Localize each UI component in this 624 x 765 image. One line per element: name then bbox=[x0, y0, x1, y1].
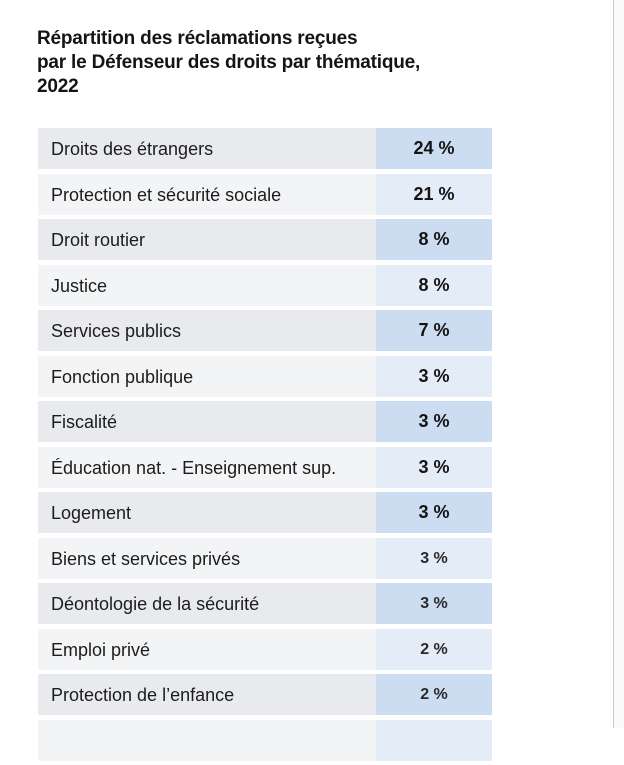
table-row: Biens et services privés 3 % bbox=[38, 537, 492, 579]
table-row-partial bbox=[38, 719, 492, 761]
table-row: Droit routier 8 % bbox=[38, 219, 492, 260]
row-label: Droit routier bbox=[38, 219, 376, 260]
row-label: Éducation nat. - Enseignement sup. bbox=[38, 446, 376, 488]
title-line-3: 2022 bbox=[37, 76, 79, 97]
row-value: 3 % bbox=[376, 355, 492, 397]
table-row: Fonction publique 3 % bbox=[38, 355, 492, 397]
row-value: 3 % bbox=[376, 492, 492, 533]
row-label: Protection de l’enfance bbox=[38, 674, 376, 715]
complaints-table: Droits des étrangers 24 % Protection et … bbox=[38, 128, 492, 765]
row-label-partial bbox=[38, 719, 376, 761]
title-line-2: par le Défenseur des droits par thématiq… bbox=[37, 52, 421, 73]
row-value: 2 % bbox=[376, 628, 492, 670]
row-label: Fonction publique bbox=[38, 355, 376, 397]
table-row: Emploi privé 2 % bbox=[38, 628, 492, 670]
table-row: Protection et sécurité sociale 21 % bbox=[38, 173, 492, 215]
table-row: Éducation nat. - Enseignement sup. 3 % bbox=[38, 446, 492, 488]
row-value: 21 % bbox=[376, 173, 492, 215]
title-line-1: Répartition des réclamations reçues bbox=[37, 28, 358, 49]
row-value: 3 % bbox=[376, 583, 492, 624]
page-edge bbox=[613, 0, 624, 728]
row-value-partial bbox=[376, 719, 492, 761]
row-value: 7 % bbox=[376, 310, 492, 351]
table-row: Droits des étrangers 24 % bbox=[38, 128, 492, 169]
row-value: 3 % bbox=[376, 537, 492, 579]
row-label: Protection et sécurité sociale bbox=[38, 173, 376, 215]
table-row: Fiscalité 3 % bbox=[38, 401, 492, 442]
row-value: 24 % bbox=[376, 128, 492, 169]
table-row: Services publics 7 % bbox=[38, 310, 492, 351]
row-value: 8 % bbox=[376, 219, 492, 260]
row-value: 8 % bbox=[376, 264, 492, 306]
table-row: Déontologie de la sécurité 3 % bbox=[38, 583, 492, 624]
table-row: Logement 3 % bbox=[38, 492, 492, 533]
row-label: Justice bbox=[38, 264, 376, 306]
row-label: Services publics bbox=[38, 310, 376, 351]
row-label: Fiscalité bbox=[38, 401, 376, 442]
table-row: Justice 8 % bbox=[38, 264, 492, 306]
row-label: Emploi privé bbox=[38, 628, 376, 670]
row-value: 2 % bbox=[376, 674, 492, 715]
row-value: 3 % bbox=[376, 446, 492, 488]
row-label: Droits des étrangers bbox=[38, 128, 376, 169]
row-label: Biens et services privés bbox=[38, 537, 376, 579]
row-label: Logement bbox=[38, 492, 376, 533]
row-label: Déontologie de la sécurité bbox=[38, 583, 376, 624]
row-value: 3 % bbox=[376, 401, 492, 442]
table-row: Protection de l’enfance 2 % bbox=[38, 674, 492, 715]
page-title: Répartition des réclamations reçues par … bbox=[37, 27, 497, 99]
